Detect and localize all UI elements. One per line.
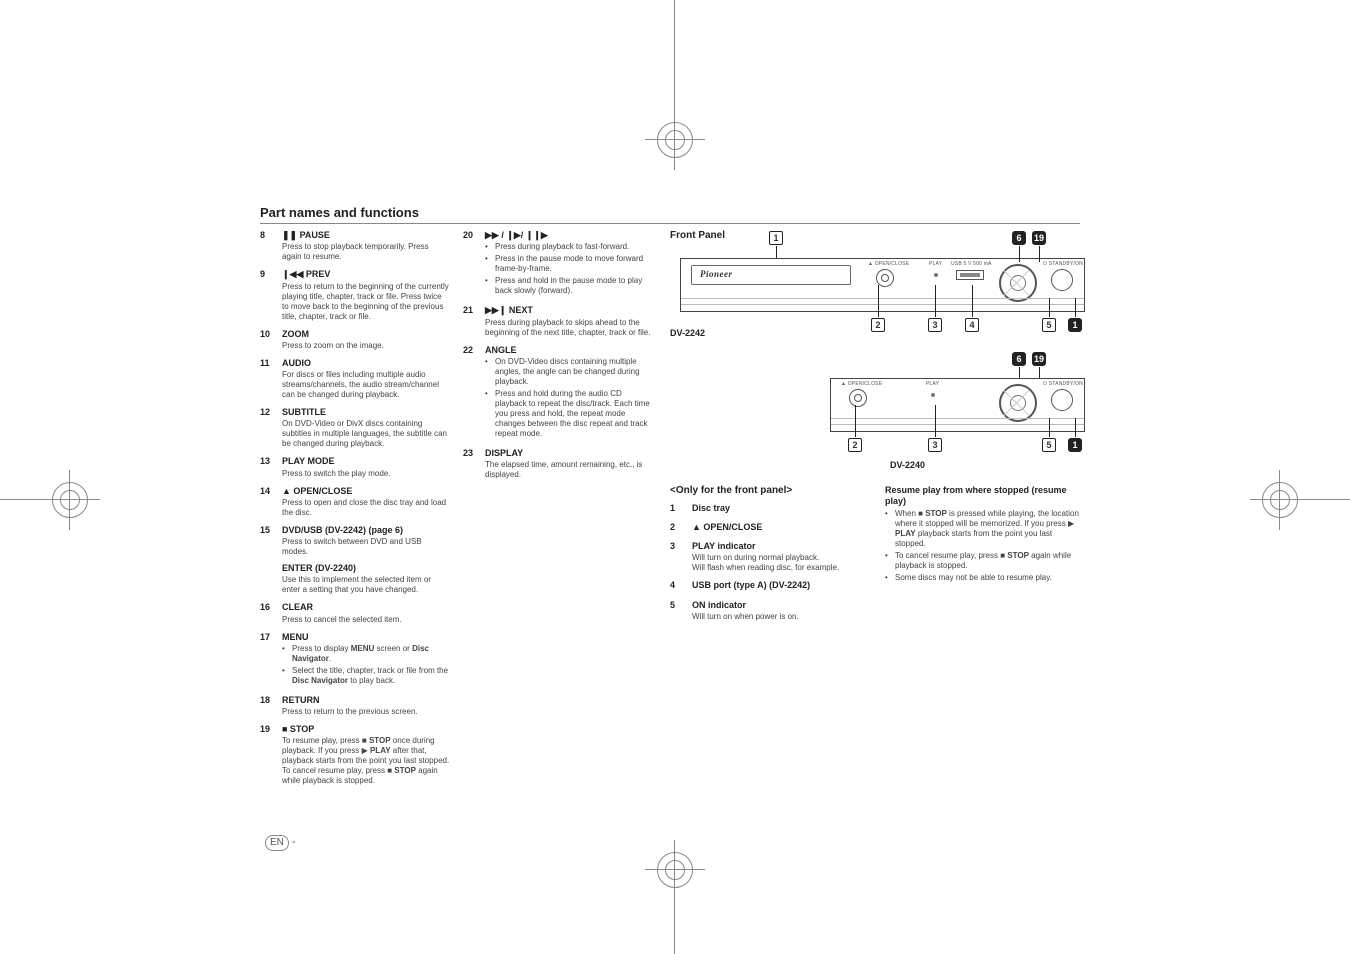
- list-item: 19■ STOPTo resume play, press ■ STOP onc…: [260, 724, 450, 786]
- callout-19b: 19: [1032, 352, 1046, 366]
- brand-logo: Pioneer: [700, 269, 733, 279]
- list-item: 1Disc tray: [670, 503, 870, 515]
- only-front-panel-title: <Only for the front panel>: [670, 485, 870, 498]
- resume-play-section: Resume play from where stopped (resume p…: [885, 485, 1085, 585]
- power-button: [1051, 269, 1073, 291]
- jog-dial: [999, 264, 1037, 302]
- list-item: 12SUBTITLEOn DVD-Video or DivX discs con…: [260, 407, 450, 449]
- list-item: 14▲ OPEN/CLOSEPress to open and close th…: [260, 486, 450, 518]
- callout-6: 6: [1012, 231, 1026, 245]
- panel-dv2240: ▲ OPEN/CLOSE PLAY ⏻ STANDBY/ON: [830, 378, 1085, 432]
- callout-6b: 6: [1012, 352, 1026, 366]
- list-item: 20▶▶ / ❙▶/ ❙❙▶Press during playback to f…: [463, 230, 653, 298]
- callout-3b: 3: [928, 438, 942, 452]
- model-dv2240: DV-2240: [890, 460, 925, 470]
- list-item: 17MENUPress to display MENU screen or Di…: [260, 632, 450, 688]
- registration-mark-bottom: [645, 840, 705, 900]
- language-badge: EN -: [265, 835, 296, 851]
- callout-4: 4: [965, 318, 979, 332]
- callout-5b: 5: [1042, 438, 1056, 452]
- crop-line: [674, 895, 675, 954]
- front-panel-list: <Only for the front panel> 1Disc tray 2▲ …: [670, 485, 870, 629]
- list-item: 15DVD/USB (DV-2242) (page 6)Press to swi…: [260, 525, 450, 596]
- list-item: 3PLAY indicatorWill turn on during norma…: [670, 541, 870, 573]
- play-indicator: [934, 273, 938, 277]
- resume-play-title: Resume play from where stopped (resume p…: [885, 485, 1085, 507]
- usb-port: [956, 270, 984, 280]
- list-item: 13PLAY MODEPress to switch the play mode…: [260, 456, 450, 478]
- column-2: 20▶▶ / ❙▶/ ❙❙▶Press during playback to f…: [463, 230, 653, 487]
- list-item: 21▶▶❙ NEXTPress during playback to skips…: [463, 305, 653, 337]
- model-dv2242: DV-2242: [670, 328, 705, 338]
- list-item: 9❙◀◀ PREVPress to return to the beginnin…: [260, 269, 450, 321]
- registration-mark-top: [645, 110, 705, 170]
- list-item: 4USB port (type A) (DV-2242): [670, 580, 870, 592]
- crop-line: [674, 0, 675, 115]
- callout-1c: 1: [1068, 438, 1082, 452]
- list-item: 16CLEARPress to cancel the selected item…: [260, 602, 450, 624]
- jog-dial: [999, 384, 1037, 422]
- list-item: 18RETURNPress to return to the previous …: [260, 695, 450, 717]
- callout-1: 1: [769, 231, 783, 245]
- registration-mark-right: [1250, 470, 1310, 530]
- panel-dv2242: Pioneer ▲ OPEN/CLOSE PLAY USB 5 V 500 mA…: [680, 258, 1085, 312]
- list-item: 11AUDIOFor discs or files including mult…: [260, 358, 450, 400]
- list-item: Some discs may not be able to resume pla…: [885, 573, 1085, 583]
- list-item: 23DISPLAYThe elapsed time, amount remain…: [463, 448, 653, 480]
- list-item: 22ANGLEOn DVD-Video discs containing mul…: [463, 345, 653, 441]
- callout-2b: 2: [848, 438, 862, 452]
- list-item: 10ZOOMPress to zoom on the image.: [260, 329, 450, 351]
- list-item: When ■ STOP is pressed while playing, th…: [885, 509, 1085, 549]
- list-item: To cancel resume play, press ■ STOP agai…: [885, 551, 1085, 571]
- open-close-button: [849, 389, 867, 407]
- play-indicator: [931, 393, 935, 397]
- callout-1b: 1: [1068, 318, 1082, 332]
- crop-line: [0, 499, 45, 500]
- callout-3: 3: [928, 318, 942, 332]
- callout-19: 19: [1032, 231, 1046, 245]
- callout-2: 2: [871, 318, 885, 332]
- power-button: [1051, 389, 1073, 411]
- section-title: Part names and functions: [260, 205, 1080, 224]
- front-panel-title: Front Panel: [670, 230, 725, 241]
- crop-line: [1305, 499, 1350, 500]
- list-item: 2▲ OPEN/CLOSE: [670, 522, 870, 534]
- list-item: 8❚❚ PAUSEPress to stop playback temporar…: [260, 230, 450, 262]
- registration-mark-left: [40, 470, 100, 530]
- column-1: 8❚❚ PAUSEPress to stop playback temporar…: [260, 230, 450, 793]
- list-item: 5ON indicatorWill turn on when power is …: [670, 600, 870, 622]
- callout-5: 5: [1042, 318, 1056, 332]
